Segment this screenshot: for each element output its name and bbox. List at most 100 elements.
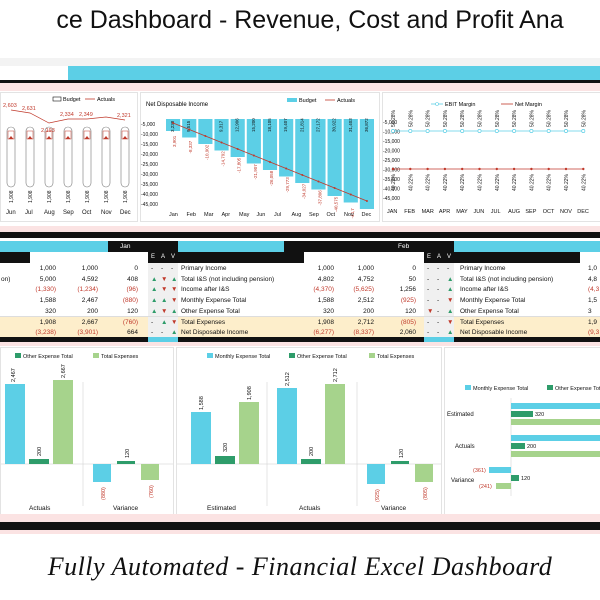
ndi-chart: Net Disposable Income Budget Actuals -5,…	[141, 98, 374, 219]
value-label: 2,512	[285, 372, 291, 386]
variance-other-bar	[511, 475, 519, 481]
legend-ebit-label: EBIT Margin	[445, 102, 475, 108]
category-actuals: Actuals	[29, 505, 51, 512]
value-label: 1,588	[199, 396, 205, 410]
jan-indicator: ▲	[151, 307, 158, 315]
net-value: 40.22%	[443, 173, 449, 191]
feb-estimated: 1,588	[317, 297, 334, 305]
category-estimated: Estimated	[207, 505, 236, 512]
table-footer-cyan-2	[424, 337, 454, 342]
feb-actual: 2,712	[357, 318, 374, 326]
row-label-right: Other Expense Total	[460, 307, 519, 315]
category-estimated: Estimated	[447, 412, 474, 418]
actual-arrow	[103, 136, 109, 139]
row-label-right: Total I&S (not including pension)	[460, 275, 554, 283]
legend-total-label: Total Expenses	[377, 354, 415, 360]
margin-month-label: JAN	[387, 209, 397, 215]
left-row-label-partial: on)	[1, 275, 11, 283]
feb-variance: 50	[408, 275, 416, 283]
bottom-left-chart-panel: Other Expense Total Total Expenses 2,467 20…	[0, 347, 174, 515]
ndi-actuals-point	[365, 200, 368, 202]
value-label: 120	[125, 449, 131, 458]
actual-arrow	[84, 136, 90, 139]
net-point	[409, 167, 412, 171]
jan-estimated: 1,908	[39, 318, 56, 326]
estimated-other-bar	[215, 456, 235, 464]
budget-label: 1,908	[9, 190, 15, 203]
feb-indicator: -	[427, 297, 430, 305]
feb-estimated: 1,908	[317, 318, 334, 326]
variance-total-bar	[141, 464, 159, 480]
ebit-value: 50.28%	[564, 109, 570, 127]
eav-cell-bg	[148, 295, 178, 306]
ndi-month-label: Jan	[169, 212, 178, 218]
jan-actual: 4,592	[81, 275, 98, 283]
jan-actual: (3,901)	[77, 329, 98, 337]
eav-cell-bg	[424, 305, 454, 317]
budget-label: 1,908	[47, 190, 53, 203]
actuals-other-bar	[511, 443, 525, 449]
eav-cell-bg	[148, 305, 178, 317]
value-label: 2,467	[11, 368, 17, 382]
ndi-actuals-point	[236, 148, 239, 150]
legend-other-swatch	[547, 385, 553, 390]
jan-indicator: ▲	[151, 275, 158, 283]
ebit-point	[546, 129, 551, 133]
margin-ytick: -20,000	[383, 149, 400, 155]
actuals-monthly-bar	[511, 435, 600, 441]
feb-indicator: ▲	[447, 275, 454, 283]
actual-value-label: 2,631	[22, 106, 36, 112]
ebit-value: 50.28%	[478, 109, 484, 127]
table-jan-label: Jan	[120, 243, 131, 250]
feb-estimated: (4,370)	[313, 286, 334, 294]
ndi-month-label: Oct	[327, 212, 336, 218]
ndi-line-label: -44,7	[350, 208, 355, 219]
feb-variance: 120	[405, 307, 416, 315]
ndi-chart-title: Net Disposable Income	[146, 102, 209, 108]
row-label: Total I&S (not including pension)	[181, 275, 275, 283]
actual-arrow	[122, 136, 128, 139]
bottom-band-black	[0, 522, 600, 530]
ndi-budget-bar	[311, 119, 326, 190]
margin-month-label: FEB	[404, 209, 415, 215]
legend-actuals-label: Actuals	[97, 97, 115, 103]
category-actuals: Actuals	[455, 444, 475, 450]
eav-cell-bg	[148, 327, 178, 338]
jan-actual: (1,234)	[77, 286, 98, 294]
ndi-ytick: -30,000	[141, 172, 158, 178]
row-label: Net Disposable Income	[181, 329, 249, 337]
row-label: Total Expenses	[181, 318, 226, 326]
bottom-mid-chart: Monthly Expense Total Other Expense Total…	[177, 353, 441, 512]
feb-indicator: ▲	[447, 329, 454, 337]
legend-other-label: Other Expense Total	[23, 354, 73, 360]
right-estimated-partial: 1,9	[588, 318, 598, 326]
ebit-point	[391, 129, 395, 133]
net-point	[443, 167, 447, 171]
jan-indicator: ▼	[161, 307, 168, 315]
budget-label: 1,908	[85, 190, 91, 203]
month-label: Dec	[120, 210, 131, 216]
mid-band-pink	[0, 226, 600, 232]
ndi-actuals-point	[269, 161, 271, 163]
feb-indicator: -	[447, 265, 450, 272]
ndi-budget-bar	[246, 119, 261, 164]
table-header-eav-feb	[424, 241, 454, 263]
ndi-month-label: May	[239, 212, 250, 218]
feb-indicator: -	[437, 265, 440, 272]
margin-chart: EBIT Margin Net Margin -5,000 -10,000 -15,…	[383, 102, 589, 215]
budget-label: 1,908	[104, 190, 110, 203]
bottom-band-pink	[0, 514, 600, 522]
actuals-monthly-bar	[277, 388, 297, 464]
value-label: (880)	[101, 487, 107, 500]
ndi-line-label: -29,773	[285, 177, 290, 193]
actuals-total-bar	[53, 380, 73, 464]
ndi-line-label: -14,792	[221, 151, 226, 167]
table-header-eav-jan	[148, 241, 178, 263]
actual-value-label: 2,193	[41, 128, 55, 134]
ndi-bar-label: 18,105	[267, 118, 272, 132]
jan-estimated: (1,330)	[35, 286, 56, 294]
jan-actual: 200	[87, 307, 98, 315]
ndi-budget-bar	[279, 119, 294, 177]
row-label-right: Primary Income	[460, 265, 506, 272]
ndi-budget-bar	[182, 119, 197, 138]
